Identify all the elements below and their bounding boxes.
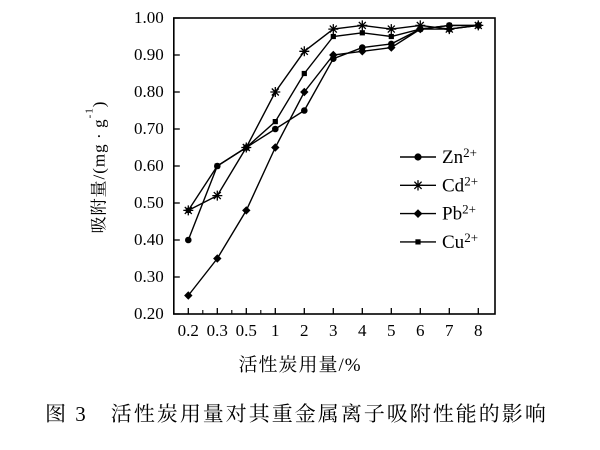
svg-text:1: 1 (271, 321, 280, 340)
svg-text:0.80: 0.80 (134, 82, 164, 101)
svg-text:Zn2+: Zn2+ (442, 145, 477, 168)
svg-text:0.3: 0.3 (207, 321, 228, 340)
svg-text:8: 8 (474, 321, 483, 340)
svg-text:0.70: 0.70 (134, 119, 164, 138)
svg-text:Pb2+: Pb2+ (442, 202, 476, 225)
svg-text:Cu2+: Cu2+ (442, 230, 478, 253)
svg-text:0.20: 0.20 (134, 304, 164, 323)
svg-text:0.30: 0.30 (134, 267, 164, 286)
svg-text:0.2: 0.2 (178, 321, 199, 340)
svg-text:4: 4 (358, 321, 367, 340)
svg-text:0.5: 0.5 (236, 321, 257, 340)
svg-text:Cd2+: Cd2+ (442, 173, 478, 196)
svg-text:0.60: 0.60 (134, 156, 164, 175)
svg-text:3: 3 (329, 321, 338, 340)
svg-text:0.50: 0.50 (134, 193, 164, 212)
svg-text:5: 5 (387, 321, 396, 340)
svg-text:0.40: 0.40 (134, 230, 164, 249)
svg-text:7: 7 (445, 321, 454, 340)
svg-text:2: 2 (300, 321, 309, 340)
svg-text:0.90: 0.90 (134, 45, 164, 64)
svg-text:1.00: 1.00 (134, 8, 164, 27)
svg-text:6: 6 (416, 321, 425, 340)
